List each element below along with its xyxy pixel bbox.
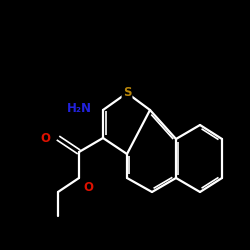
Text: H₂N: H₂N (67, 102, 92, 114)
Text: S: S (123, 86, 131, 100)
Text: O: O (40, 132, 50, 144)
Text: O: O (83, 181, 93, 194)
